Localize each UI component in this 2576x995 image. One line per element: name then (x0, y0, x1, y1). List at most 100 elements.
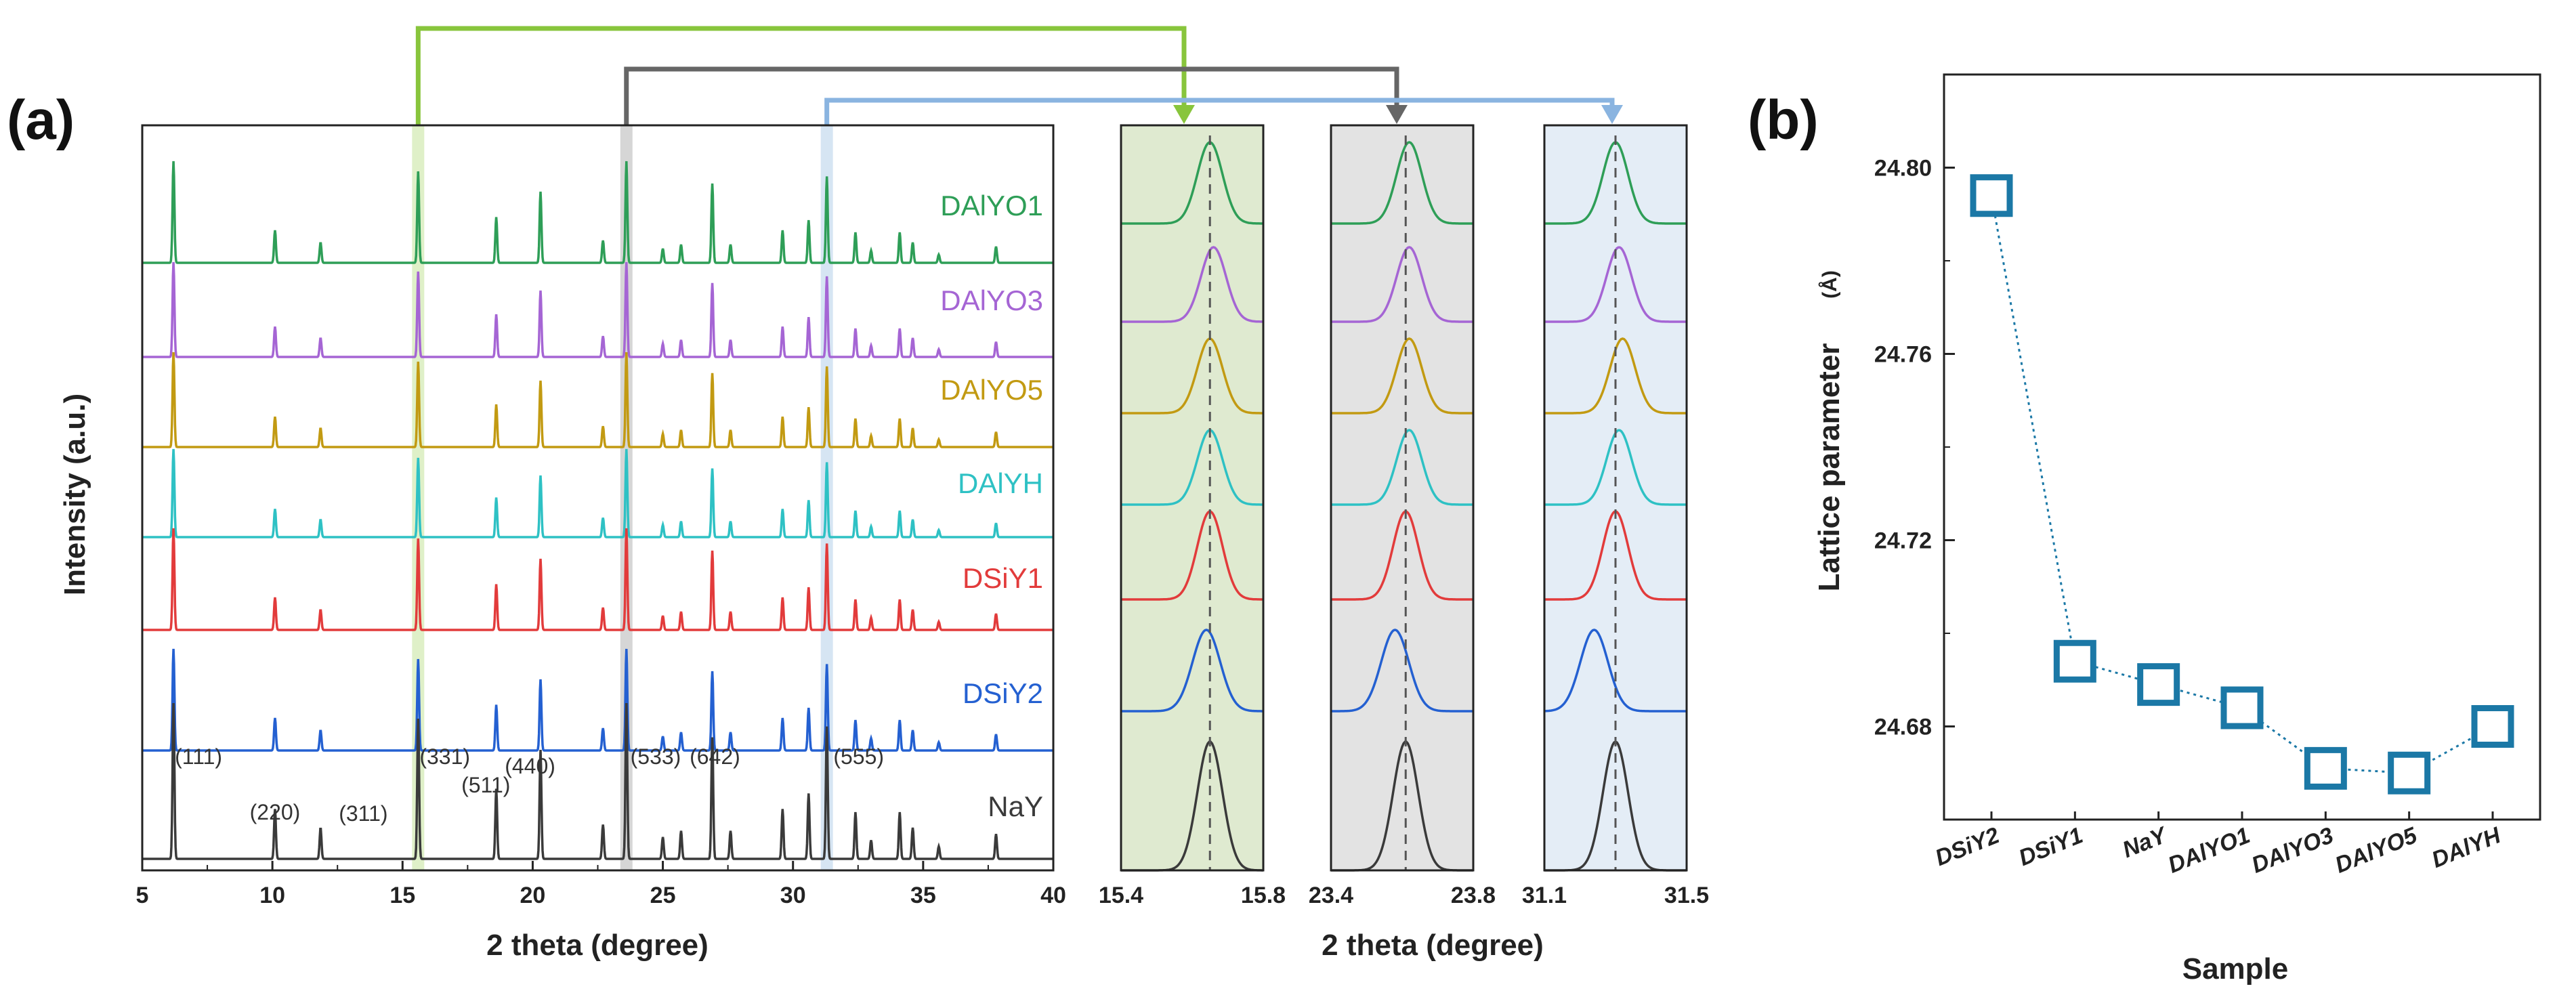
plot-frame-b (1943, 73, 2541, 821)
zoom-series-DAlYO1 (1121, 141, 1263, 225)
peak-label: (533) (631, 744, 681, 769)
xrd-series (142, 161, 1053, 860)
zoom-series-DAlYO3 (1331, 246, 1473, 323)
zoom-series-DSiY1 (1121, 510, 1263, 601)
peak-label: (331) (419, 744, 470, 769)
panel-label-a: (a) (7, 89, 75, 151)
series-labels: DAlYO1 DAlYO3 DAlYO5 DAlYH DSiY1 DSiY2 NaY (940, 190, 1043, 822)
zoom-frame (1120, 124, 1265, 872)
point-DSiY2 (1970, 174, 2013, 217)
category-label: DAlYO1 (2164, 822, 2254, 878)
x-axis-title-a: 2 theta (degree) (486, 929, 709, 962)
peak-label: (311) (339, 801, 387, 826)
zoom-series-DAlYH (1331, 429, 1473, 506)
x-ticks-a: 5 10 15 20 25 30 35 40 (136, 861, 1066, 908)
y-axis-unit-b: (Å) (1819, 270, 1841, 299)
zoom-frame (1330, 124, 1475, 872)
zoom-series-DSiY2 (1331, 629, 1473, 713)
category-label: DAlYO5 (2331, 822, 2422, 878)
zoom-series-DSiY1 (1331, 510, 1473, 601)
connector-line (415, 26, 1187, 870)
peak-labels: (111) (220) (311) (331) (511)(440) (533) (642)… (175, 744, 884, 826)
series-line-DSiY1 (142, 528, 1053, 631)
peak-label: (220) (250, 800, 301, 824)
zoom-series-DAlYO1 (1331, 141, 1473, 225)
series-label-DAlYO5: DAlYO5 (940, 374, 1043, 406)
x-tick-label: 15.4 (1099, 883, 1143, 908)
x-tick-label: 23.8 (1451, 883, 1496, 908)
zoom-series-DSiY2 (1544, 629, 1687, 713)
y-tick-label: 24.80 (1874, 156, 1932, 182)
point-NaY (2137, 663, 2180, 706)
connecting-line (1990, 195, 2493, 774)
point-DSiY1 (2053, 639, 2096, 683)
point-DAlYH (2471, 705, 2514, 748)
plot-frame-a (141, 124, 1055, 872)
series-label-DAlYH: DAlYH (958, 467, 1043, 499)
y-axis-title-a: Intensity (a.u.) (58, 394, 91, 595)
x-tick-label: 20 (520, 883, 546, 908)
x-axis-title-zoom: 2 theta (degree) (1322, 929, 1544, 962)
arrow-head (1173, 105, 1195, 124)
x-tick-label: 40 (1040, 883, 1066, 908)
series-line-DAlYO1 (142, 161, 1053, 264)
series-line-NaY (142, 702, 1053, 860)
zoom-background (1121, 125, 1263, 870)
zoom-series-DAlYH (1121, 429, 1263, 506)
category-label: DSiY2 (1932, 822, 2003, 871)
x-tick-label: 35 (910, 883, 936, 908)
series-label-DAlYO3: DAlYO3 (940, 284, 1043, 316)
highlight-bands (412, 125, 833, 870)
peak-label: (111) (175, 744, 222, 769)
series-label-NaY: NaY (988, 790, 1043, 822)
highlight-band (620, 125, 633, 870)
x-tick-label: 31.1 (1522, 883, 1567, 908)
series-label-DSiY2: DSiY2 (963, 677, 1043, 709)
zoom-series-DAlYO3 (1121, 246, 1264, 323)
x-tick-label: 23.4 (1309, 883, 1353, 908)
point-DAlYO1 (2220, 686, 2264, 729)
peak-label: (555) (833, 744, 884, 769)
arrow-head (1386, 105, 1408, 124)
x-tick-label: 31.5 (1664, 883, 1709, 908)
category-label: NaY (2119, 822, 2172, 863)
x-tick-label: 5 (136, 883, 149, 908)
zoom-frame (1543, 124, 1688, 872)
x-tick-label: 15.8 (1241, 883, 1286, 908)
series-label-DSiY1: DSiY1 (963, 562, 1043, 594)
zoom-series-DAlYO5 (1331, 337, 1473, 415)
y-tick-label: 24.76 (1874, 342, 1932, 368)
series-label-DAlYO1: DAlYO1 (940, 190, 1043, 221)
zoom-panel-3: 31.1 31.5 (1522, 124, 1709, 908)
zoom-panels: 15.4 15.8 23.4 23.8 31.1 31.5 (1099, 124, 1709, 908)
zoom-background (1331, 125, 1473, 870)
category-label: DAlYO3 (2248, 822, 2338, 878)
category-label: DAlYH (2428, 822, 2506, 873)
peak-label: (511) (461, 773, 510, 797)
zoom-series-DAlYO5 (1121, 337, 1263, 415)
category-label: DSiY1 (2015, 822, 2086, 871)
series-line-DAlYH (142, 448, 1053, 538)
x-tick-label: 15 (389, 883, 415, 908)
series-line-DAlYO3 (142, 261, 1053, 358)
x-tick-label: 30 (780, 883, 806, 908)
panel-label-b: (b) (1748, 89, 1819, 151)
y-tick-label: 24.72 (1874, 528, 1932, 554)
y-axis-title-b: Lattice parameter (1813, 343, 1846, 592)
arrow-head (1601, 105, 1623, 124)
zoom-panel-1: 15.4 15.8 (1099, 124, 1286, 908)
x-tick-label: 10 (259, 883, 285, 908)
peak-label: (642) (690, 744, 740, 769)
x-tick-label: 25 (650, 883, 676, 908)
y-tick-label: 24.68 (1874, 715, 1932, 740)
peak-label: (440) (505, 754, 555, 778)
zoom-panel-2: 23.4 23.8 (1309, 124, 1496, 908)
point-DAlYO3 (2304, 746, 2347, 790)
x-axis-title-b: Sample (2182, 952, 2289, 986)
zoom-series-DSiY2 (1121, 629, 1263, 713)
y-axis-title-b-group: Lattice parameter (Å) (1813, 270, 1846, 591)
series-line-DSiY2 (142, 648, 1053, 752)
series-line-DAlYO5 (142, 352, 1053, 448)
